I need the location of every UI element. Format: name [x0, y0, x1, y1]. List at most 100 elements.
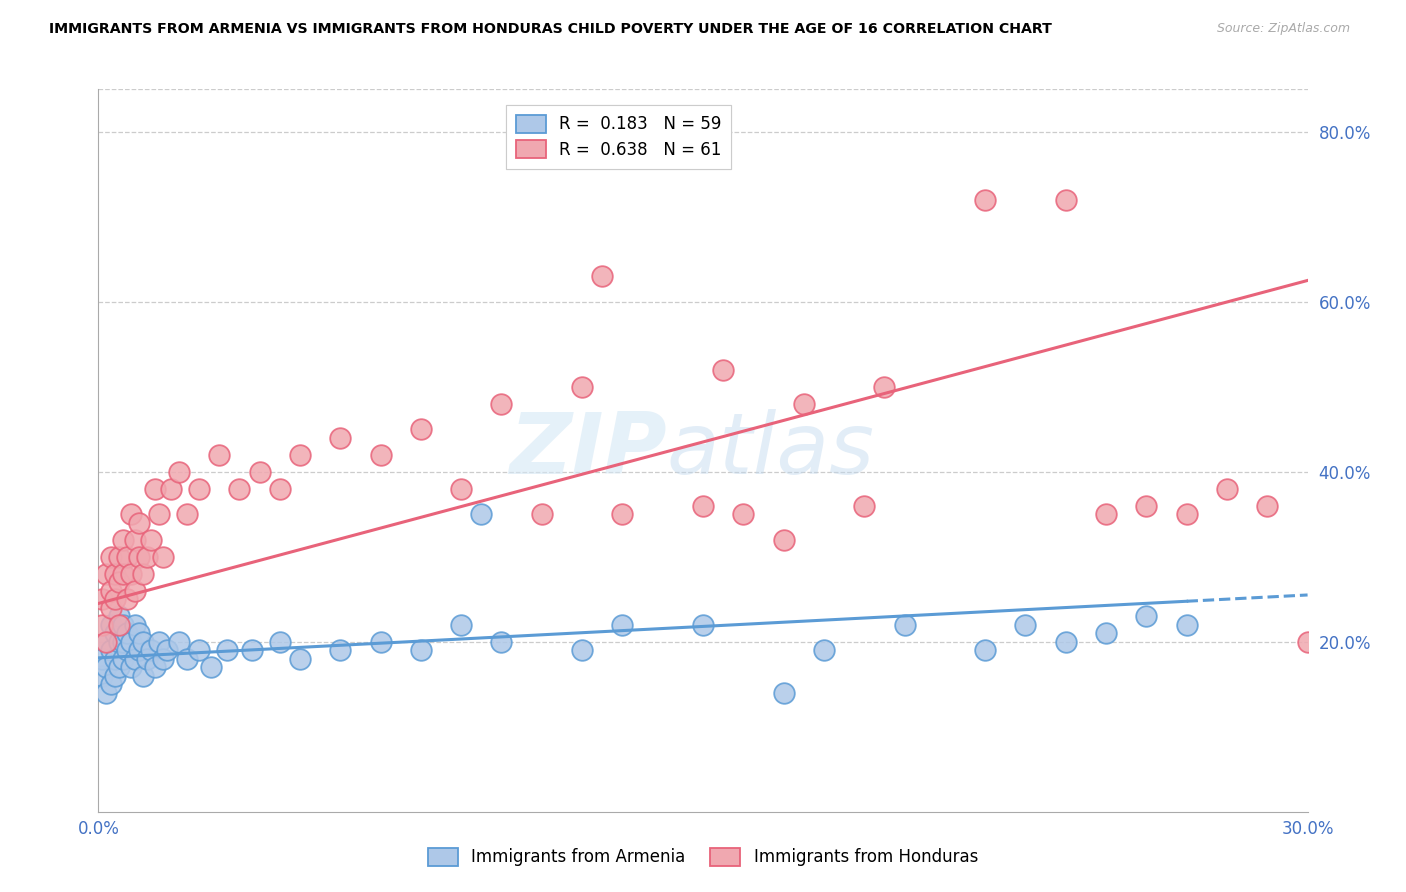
Point — [143, 482, 166, 496]
Point — [591, 269, 613, 284]
Point — [1054, 634, 1077, 648]
Point — [1175, 507, 1198, 521]
Point — [128, 626, 150, 640]
Point — [571, 380, 593, 394]
Point — [111, 634, 134, 648]
Point — [249, 465, 271, 479]
Point — [100, 600, 122, 615]
Point — [167, 465, 190, 479]
Point — [120, 660, 142, 674]
Point — [974, 193, 997, 207]
Point — [96, 634, 118, 648]
Point — [1054, 193, 1077, 207]
Point — [772, 533, 794, 547]
Point — [96, 660, 118, 674]
Point — [100, 583, 122, 598]
Point — [107, 634, 129, 648]
Point — [450, 617, 472, 632]
Point — [491, 397, 513, 411]
Point — [111, 566, 134, 581]
Point — [873, 380, 896, 394]
Point — [269, 634, 291, 648]
Point — [120, 566, 142, 581]
Point — [491, 634, 513, 648]
Point — [128, 643, 150, 657]
Point — [103, 669, 125, 683]
Point — [111, 651, 134, 665]
Point — [103, 626, 125, 640]
Point — [152, 549, 174, 564]
Point — [176, 507, 198, 521]
Point — [288, 651, 311, 665]
Point — [409, 643, 432, 657]
Point — [135, 651, 157, 665]
Point — [188, 643, 211, 657]
Point — [1014, 617, 1036, 632]
Point — [240, 643, 263, 657]
Point — [103, 651, 125, 665]
Point — [571, 643, 593, 657]
Point — [115, 626, 138, 640]
Point — [124, 583, 146, 598]
Text: Source: ZipAtlas.com: Source: ZipAtlas.com — [1216, 22, 1350, 36]
Point — [167, 634, 190, 648]
Point — [100, 643, 122, 657]
Point — [772, 686, 794, 700]
Point — [530, 507, 553, 521]
Point — [1095, 626, 1118, 640]
Point — [470, 507, 492, 521]
Point — [692, 499, 714, 513]
Point — [115, 549, 138, 564]
Point — [115, 643, 138, 657]
Point — [200, 660, 222, 674]
Point — [143, 660, 166, 674]
Legend: R =  0.183   N = 59, R =  0.638   N = 61: R = 0.183 N = 59, R = 0.638 N = 61 — [506, 104, 731, 169]
Point — [91, 669, 114, 683]
Point — [107, 617, 129, 632]
Point — [115, 592, 138, 607]
Text: ZIP: ZIP — [509, 409, 666, 492]
Point — [1296, 634, 1319, 648]
Point — [128, 516, 150, 530]
Point — [100, 617, 122, 632]
Point — [160, 482, 183, 496]
Point — [813, 643, 835, 657]
Point — [692, 617, 714, 632]
Point — [711, 362, 734, 376]
Point — [128, 549, 150, 564]
Point — [156, 643, 179, 657]
Point — [132, 634, 155, 648]
Point — [91, 592, 114, 607]
Point — [1256, 499, 1278, 513]
Point — [103, 592, 125, 607]
Point — [1175, 617, 1198, 632]
Point — [152, 651, 174, 665]
Point — [974, 643, 997, 657]
Point — [1095, 507, 1118, 521]
Point — [100, 549, 122, 564]
Point — [1135, 499, 1157, 513]
Point — [288, 448, 311, 462]
Point — [188, 482, 211, 496]
Point — [107, 549, 129, 564]
Point — [91, 651, 114, 665]
Point — [329, 643, 352, 657]
Point — [217, 643, 239, 657]
Point — [1216, 482, 1239, 496]
Point — [135, 549, 157, 564]
Point — [793, 397, 815, 411]
Point — [111, 617, 134, 632]
Point — [107, 575, 129, 590]
Point — [370, 634, 392, 648]
Point — [148, 634, 170, 648]
Point — [124, 617, 146, 632]
Point — [107, 609, 129, 624]
Point — [120, 634, 142, 648]
Point — [228, 482, 250, 496]
Point — [111, 533, 134, 547]
Point — [853, 499, 876, 513]
Point — [269, 482, 291, 496]
Point — [1135, 609, 1157, 624]
Point — [100, 677, 122, 691]
Point — [120, 507, 142, 521]
